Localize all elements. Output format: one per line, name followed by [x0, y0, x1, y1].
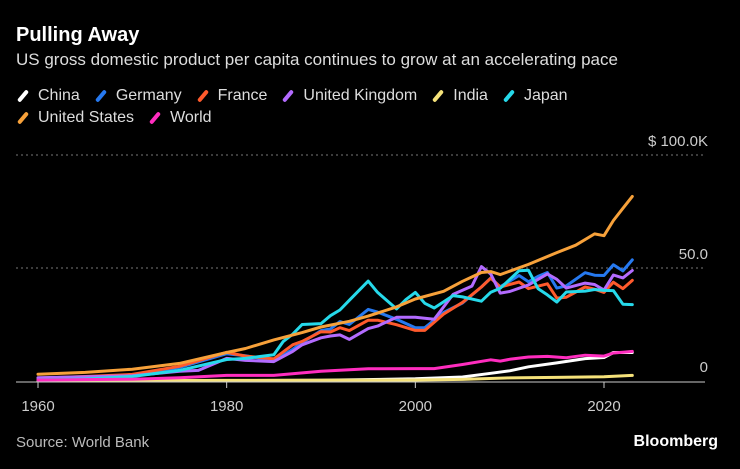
legend-item: China — [16, 85, 80, 107]
source-note: Source: World Bank — [16, 434, 150, 451]
y-tick-label: $ 100.0K — [648, 133, 708, 150]
legend-label: United States — [38, 109, 135, 126]
x-tick-label: 1960 — [21, 398, 54, 415]
legend-item: Germany — [94, 85, 182, 107]
legend-label: Japan — [523, 87, 568, 104]
legend-item: Japan — [502, 85, 568, 107]
x-tick-label: 2020 — [587, 398, 620, 415]
legend-label: Germany — [115, 87, 182, 104]
legend-item: World — [148, 107, 212, 129]
y-tick-label: 0 — [700, 359, 708, 376]
legend-label: France — [217, 87, 268, 104]
chart-title: Pulling Away — [16, 24, 140, 46]
chart-subtitle: US gross domestic product per capita con… — [16, 50, 618, 69]
y-tick-label: 50.0 — [679, 246, 708, 263]
legend-item: India — [431, 85, 488, 107]
series-line-united-kingdom — [36, 265, 634, 380]
legend-item: United Kingdom — [281, 85, 417, 107]
series-line-world — [36, 349, 634, 382]
legend-label: World — [170, 109, 212, 126]
bloomberg-logo: Bloomberg — [633, 433, 718, 450]
legend-item: United States — [16, 107, 134, 129]
legend-label: India — [453, 87, 488, 104]
x-tick-label: 1980 — [210, 398, 243, 415]
legend-item: France — [196, 85, 268, 107]
legend-label: United Kingdom — [303, 87, 418, 104]
legend-label: China — [38, 87, 80, 104]
x-tick-label: 2000 — [399, 398, 432, 415]
series-line-japan — [36, 268, 634, 382]
series-line-united-states — [36, 194, 634, 376]
series-line-india — [36, 373, 634, 383]
legend: China Germany France United Kingdom India Jap… — [16, 85, 656, 129]
